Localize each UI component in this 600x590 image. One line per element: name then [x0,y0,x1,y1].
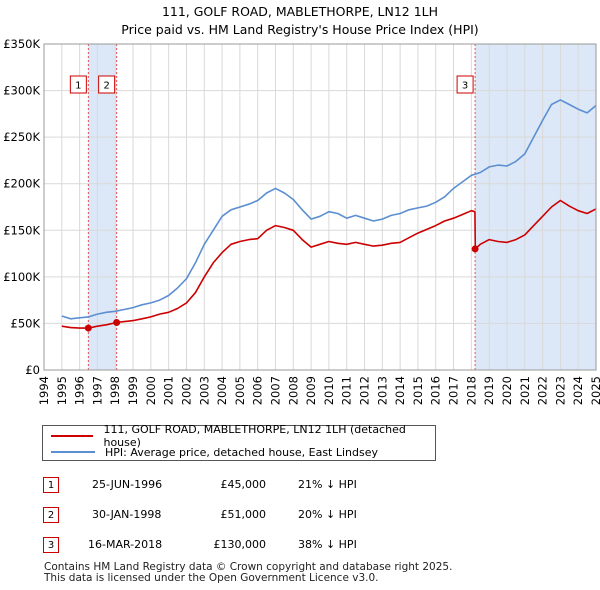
legend-item-hpi: HPI: Average price, detached house, East… [51,444,378,460]
y-tick-label: £200K [3,177,40,191]
x-tick-label: 2005 [233,376,247,405]
y-tick-label: £100K [3,270,40,284]
y-tick-label: £350K [3,37,40,51]
sale-point-2 [113,318,121,326]
x-tick-label: 2008 [286,376,300,405]
legend: 111, GOLF ROAD, MABLETHORPE, LN12 1LH (d… [42,423,436,461]
x-tick-label: 1994 [37,376,51,405]
x-tick-label: 2014 [393,376,407,405]
sale-hpi-diff-1: 21% ↓ HPI [298,478,357,491]
x-tick-label: 2013 [375,376,389,405]
x-tick-label: 1999 [126,376,140,405]
sale-row-1: 1 25-JUN-1996 £45,000 21% ↓ HPI [0,477,600,499]
price-paid-line [61,199,597,329]
x-tick-label: 2002 [179,376,193,405]
y-tick-label: £250K [3,130,40,144]
sale-box-frame-1 [69,75,87,94]
x-tick-label: 2019 [482,376,496,405]
x-tick-label: 2021 [518,376,532,405]
y-tick-label: £0 [25,363,40,377]
legend-swatch-price [51,435,94,437]
x-tick-label: 2004 [215,376,229,405]
chart-subtitle: Price paid vs. HM Land Registry's House … [121,22,479,37]
sale-price-2: £51,000 [220,508,267,521]
sale-date-1: 25-JUN-1996 [92,478,163,491]
sale-box-label-2: 2 [103,81,109,92]
x-tick-label: 1995 [55,376,69,405]
sale-box-frame-2 [98,75,116,94]
x-tick-label: 2006 [251,376,265,405]
legend-item-price: 111, GOLF ROAD, MABLETHORPE, LN12 1LH (d… [51,423,435,449]
x-tick-label: 2011 [340,376,354,405]
x-tick-label: 2000 [144,376,158,405]
sale-point-3 [471,245,479,253]
sale-date-2: 30-JAN-1998 [92,508,162,521]
x-tick-label: 1998 [108,376,122,405]
x-tick-label: 2007 [268,376,282,405]
sale-price-1: £45,000 [220,478,267,491]
x-tick-label: 2012 [358,376,372,405]
sale-box-frame-3 [456,75,474,94]
x-tick-label: 2010 [322,376,336,405]
x-tick-label: 2025 [589,376,600,405]
footer-licence: This data is licensed under the Open Gov… [44,572,379,584]
sale-hpi-diff-2: 20% ↓ HPI [298,508,357,521]
x-tick-label: 2001 [162,376,176,405]
x-tick-label: 2024 [571,376,585,405]
x-tick-label: 2016 [429,376,443,405]
legend-swatch-hpi [51,451,95,453]
sale-hpi-diff-3: 38% ↓ HPI [298,538,357,551]
sale-row-3: 3 16-MAR-2018 £130,000 38% ↓ HPI [0,537,600,559]
x-tick-label: 2015 [411,376,425,405]
legend-label-hpi: HPI: Average price, detached house, East… [105,445,379,459]
x-tick-label: 2023 [553,376,567,405]
x-tick-label: 2017 [447,376,461,405]
plot-frame [43,43,597,371]
sale-badge-3: 3 [43,537,59,553]
chart-title: 111, GOLF ROAD, MABLETHORPE, LN12 1LH [161,4,439,19]
sale-price-3: £130,000 [213,538,267,551]
x-tick-label: 2009 [304,376,318,405]
sale-badge-1: 1 [43,477,59,493]
y-tick-label: £50K [11,316,41,330]
x-tick-label: 1997 [90,376,104,405]
x-tick-label: 2020 [500,376,514,405]
x-tick-label: 1996 [73,376,87,405]
legend-label-price: 111, GOLF ROAD, MABLETHORPE, LN12 1LH (d… [103,423,406,449]
y-tick-label: £300K [3,84,40,98]
hpi-line [61,99,597,320]
sale-marker-box-1: 1 [69,75,87,94]
footer-copyright: Contains HM Land Registry data © Crown c… [44,561,453,573]
sale-point-1 [84,324,92,332]
shade-band-3 [475,44,596,370]
x-tick-label: 2022 [536,376,550,405]
sale-marker-box-2: 2 [98,75,116,94]
sale-date-3: 16-MAR-2018 [88,538,163,551]
x-tick-label: 2018 [464,376,478,405]
sale-row-2: 2 30-JAN-1998 £51,000 20% ↓ HPI [0,507,600,529]
sale-marker-box-3: 3 [456,75,474,94]
sale-badge-2: 2 [43,507,59,523]
sale-box-label-1: 1 [75,81,81,92]
sale-box-label-3: 3 [462,81,468,92]
x-tick-label: 2003 [197,376,211,405]
y-tick-label: £150K [3,223,40,237]
price-chart: £0 £50K £100K £150K £200K £250K £300K £350K 1994… [3,37,600,405]
